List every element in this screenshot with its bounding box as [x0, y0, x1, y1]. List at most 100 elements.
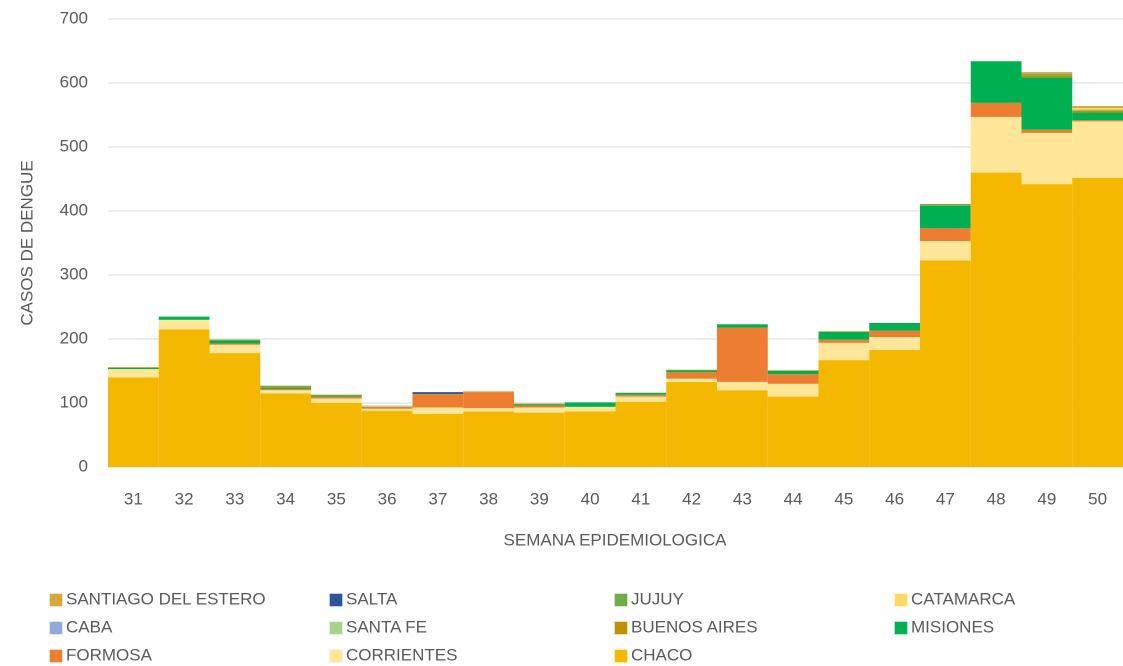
bar-segment — [615, 392, 667, 395]
bar-segment — [463, 411, 514, 467]
bar-segment — [158, 319, 210, 330]
bar-segment — [818, 360, 870, 467]
bar-segment — [158, 329, 210, 467]
bar-segment — [564, 402, 616, 407]
bar-segment — [767, 370, 819, 371]
legend-swatch — [49, 649, 63, 663]
bar-segment — [767, 383, 819, 397]
bar-segment — [767, 374, 819, 384]
bar-segment — [463, 392, 514, 409]
legend-label: CORRIENTES — [346, 645, 457, 664]
bar-segment — [412, 392, 464, 395]
bar-segment — [869, 323, 920, 331]
bar-segment — [1072, 121, 1123, 178]
x-tick-label: 36 — [378, 489, 397, 508]
bar-segment — [970, 116, 1022, 173]
x-tick-label: 41 — [631, 489, 650, 508]
bar-segment — [1072, 107, 1123, 110]
y-axis-title: CASOS DE DENGUE — [17, 160, 36, 325]
bar-segment — [108, 367, 159, 370]
bar-segment — [1072, 120, 1123, 122]
bar-segment — [209, 353, 261, 467]
bar-segment — [717, 390, 768, 467]
bar-segment — [412, 407, 464, 414]
bar-segment — [260, 387, 311, 388]
bar-segment — [1021, 74, 1073, 76]
y-tick-label: 700 — [60, 8, 88, 27]
y-tick-label: 400 — [60, 200, 88, 219]
x-tick-label: 37 — [428, 489, 447, 508]
bar-segment — [209, 343, 261, 345]
bar-segment — [666, 381, 717, 467]
legend-label: JUJUY — [631, 589, 684, 608]
legend-swatch — [329, 649, 343, 663]
bar-segment — [361, 405, 413, 407]
bar-segment — [666, 378, 717, 382]
bar-segment — [1072, 106, 1123, 108]
bar-segment — [920, 228, 971, 242]
x-tick-label: 38 — [479, 489, 498, 508]
x-tick-label: 45 — [834, 489, 853, 508]
bar-segment — [311, 403, 362, 467]
legend-swatch — [329, 621, 343, 635]
bar-segment — [920, 241, 971, 261]
x-tick-label: 34 — [276, 489, 295, 508]
x-tick-label: 43 — [733, 489, 752, 508]
legend-swatch — [329, 593, 343, 607]
bar-segment — [311, 398, 362, 403]
bar-segment — [412, 413, 464, 467]
bar-segment — [1021, 75, 1073, 78]
x-axis-title: SEMANA EPIDEMIOLOGICA — [504, 530, 728, 549]
bar-segment — [1072, 177, 1123, 467]
x-tick-label: 49 — [1037, 489, 1056, 508]
bar-segment — [209, 344, 261, 354]
bar-segment — [514, 405, 565, 408]
bar-segment — [666, 370, 717, 373]
x-tick-label: 32 — [175, 489, 194, 508]
bar-segment — [564, 411, 616, 467]
x-tick-label: 39 — [530, 489, 549, 508]
bar-segment — [767, 396, 819, 467]
legend-label: SANTA FE — [346, 617, 427, 636]
bar-segment — [1021, 72, 1073, 75]
legend-swatch — [894, 593, 908, 607]
bar-segment — [361, 410, 413, 467]
bar-segment — [564, 406, 616, 412]
bar-segment — [260, 388, 311, 391]
x-tick-label: 40 — [581, 489, 600, 508]
bar-segment — [1072, 110, 1123, 113]
x-tick-label: 35 — [327, 489, 346, 508]
bar-segment — [311, 396, 362, 399]
bar-segment — [311, 395, 362, 397]
legend-label: BUENOS AIRES — [631, 617, 758, 636]
bar-segment — [463, 391, 514, 393]
bar-segment — [209, 339, 261, 341]
legend-label: MISIONES — [911, 617, 994, 636]
legend-label: CHACO — [631, 645, 692, 664]
x-tick-label: 46 — [885, 489, 904, 508]
bar-segment — [1021, 132, 1073, 185]
bar-segment — [818, 331, 870, 332]
legend-swatch — [894, 621, 908, 635]
x-tick-label: 42 — [682, 489, 701, 508]
bar-segment — [615, 401, 667, 467]
bar-segment — [209, 340, 261, 344]
legend-label: FORMOSA — [66, 645, 153, 664]
bar-segment — [615, 396, 667, 402]
legend-swatch — [614, 593, 628, 607]
bar-segment — [260, 385, 311, 387]
bar-segment — [260, 390, 311, 394]
y-tick-label: 600 — [60, 72, 88, 91]
bar-segment — [514, 403, 565, 405]
bar-segment — [920, 203, 971, 206]
bar-segment — [666, 369, 717, 371]
legend-swatch — [49, 593, 63, 607]
legend-swatch — [614, 621, 628, 635]
y-tick-label: 300 — [60, 264, 88, 283]
x-tick-label: 50 — [1088, 489, 1107, 508]
bar-segment — [920, 260, 971, 467]
bar-segment — [260, 387, 311, 389]
bar-segment — [970, 102, 1022, 117]
bar-segment — [514, 404, 565, 406]
bar-segment — [717, 381, 768, 391]
